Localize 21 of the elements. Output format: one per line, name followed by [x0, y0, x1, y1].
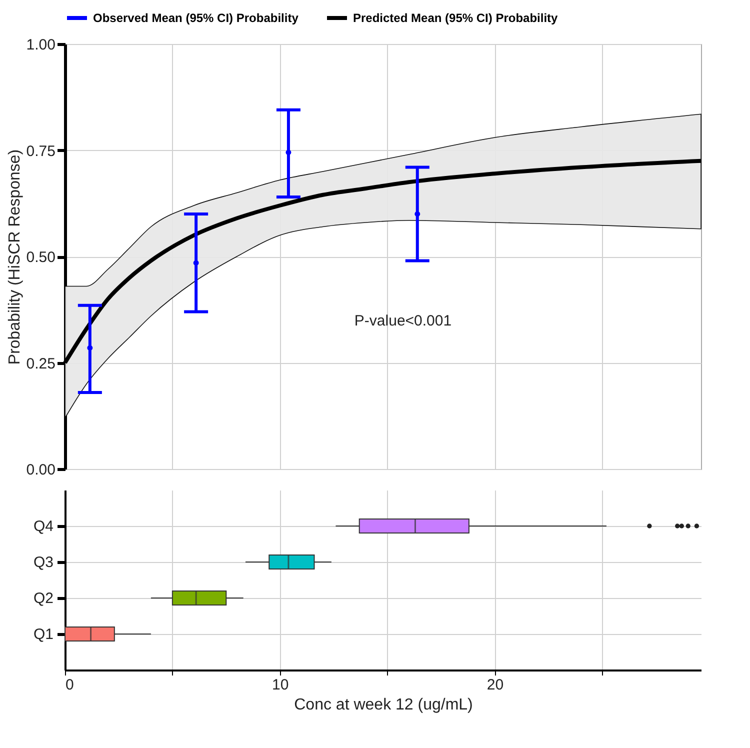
legend-label: Observed Mean (95% CI) Probability: [93, 11, 299, 25]
x-axis-title: Conc at week 12 (ug/mL): [294, 696, 473, 714]
point: [414, 211, 420, 217]
y-tick-label: Q2: [33, 590, 54, 607]
legend-label: Predicted Mean (95% CI) Probability: [353, 11, 558, 25]
y-axis-title: Probability (HiSCR Response): [6, 149, 24, 365]
x-tick-label: 0: [66, 676, 74, 694]
y-tick-label: 0.75: [26, 142, 56, 160]
y-tick-label: Q4: [33, 518, 54, 535]
y-tick-label: 0.25: [26, 355, 56, 372]
point: [87, 345, 93, 351]
y-tick-label: Q3: [33, 554, 54, 571]
y-tick-label: 1.00: [26, 36, 56, 54]
y-tick-label: Q1: [33, 626, 54, 643]
x-tick-label: 20: [486, 676, 504, 694]
point: [286, 150, 292, 156]
point: [193, 260, 199, 266]
annotation: P-value<0.001: [354, 312, 452, 330]
x-tick-label: 10: [272, 676, 289, 694]
y-tick-label: 0.00: [26, 462, 56, 478]
y-tick-label: 0.50: [26, 249, 56, 266]
